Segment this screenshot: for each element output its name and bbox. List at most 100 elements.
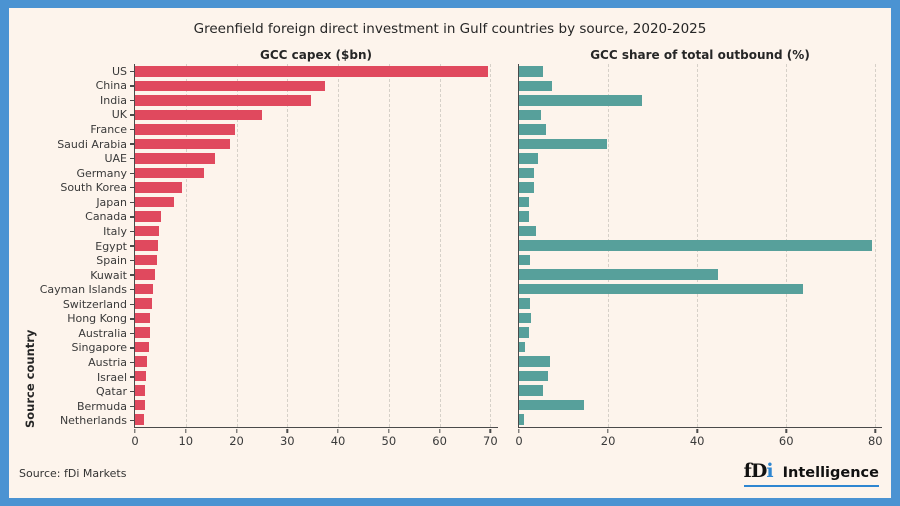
y-tick-mark	[130, 172, 134, 174]
bar-series	[135, 64, 498, 427]
bar-australia	[519, 327, 529, 338]
bar-series	[519, 64, 882, 427]
bar-singapore	[135, 341, 150, 353]
page-title: Greenfield foreign direct investment in …	[193, 21, 707, 37]
y-tick-mark	[130, 361, 134, 364]
x-tick-mark	[874, 429, 877, 433]
category-label: Israel	[37, 370, 134, 385]
bar-row	[135, 93, 498, 108]
bar-austria	[519, 356, 550, 367]
bar-japan	[135, 196, 175, 208]
gridline	[439, 64, 441, 427]
x-tick-label: 40	[330, 434, 346, 448]
bar-row	[519, 369, 882, 384]
y-tick-mark	[130, 70, 134, 72]
bar-uk	[519, 109, 541, 121]
x-tick-label: 40	[689, 434, 705, 448]
category-label: UAE	[37, 151, 134, 166]
bar-row	[135, 383, 498, 398]
category-label: South Korea	[37, 181, 134, 196]
y-axis-label: Source country	[23, 329, 37, 428]
right-chart-title: GCC share of total outbound (%)	[590, 48, 810, 62]
y-tick-mark	[130, 259, 134, 262]
category-label: US	[37, 64, 134, 79]
bar-row	[135, 79, 498, 94]
y-tick-mark	[130, 303, 134, 305]
bar-row	[135, 209, 498, 224]
bar-india	[135, 95, 312, 106]
category-label: Kuwait	[37, 268, 134, 283]
bar-row	[519, 238, 882, 253]
source-note: Source: fDi Markets	[19, 467, 127, 480]
y-tick-mark	[130, 390, 134, 393]
bar-row	[135, 122, 498, 137]
bar-row	[135, 253, 498, 268]
category-label: China	[37, 79, 134, 94]
bar-row	[519, 282, 882, 297]
category-label: Switzerland	[37, 297, 134, 312]
category-label: Saudi Arabia	[37, 137, 134, 152]
bar-row	[519, 79, 882, 94]
category-label: UK	[37, 108, 134, 123]
bar-spain	[135, 254, 158, 266]
bar-qatar	[135, 385, 146, 396]
category-label: Italy	[37, 224, 134, 239]
y-tick-mark	[130, 187, 134, 189]
capex-bar-chart: 0 10 20 30 40 50 60 70	[131, 64, 498, 448]
bar-row	[519, 311, 882, 326]
bar-row	[519, 93, 882, 108]
bar-row	[519, 354, 882, 369]
category-label: Bermuda	[37, 399, 134, 414]
category-label: Netherlands	[37, 414, 134, 429]
x-tick-mark	[607, 429, 609, 433]
x-tick-mark	[185, 429, 187, 433]
x-tick-mark	[337, 429, 339, 433]
x-tick-label: 60	[432, 434, 447, 448]
gridline	[490, 64, 492, 427]
category-label: Germany	[37, 166, 134, 181]
y-tick-mark	[130, 318, 134, 320]
fdi-intelligence-logo: fDi Intelligence	[743, 460, 879, 487]
x-tick-mark	[235, 429, 238, 433]
bar-italy	[135, 225, 160, 237]
bar-saudi-arabia	[519, 138, 607, 150]
y-tick-mark	[130, 143, 134, 145]
gridline	[338, 64, 340, 427]
bar-row	[135, 108, 498, 123]
x-tick-label: 60	[778, 434, 794, 448]
bar-row	[135, 398, 498, 413]
bar-japan	[519, 196, 530, 208]
bar-singapore	[519, 341, 525, 353]
bar-hong-kong	[519, 312, 532, 324]
bar-kuwait	[519, 269, 718, 280]
bar-israel	[135, 370, 146, 382]
bar-cayman-islands	[519, 283, 803, 295]
gridlines	[135, 64, 498, 427]
category-label: Australia	[37, 326, 134, 341]
bar-row	[519, 296, 882, 311]
gridline	[185, 64, 187, 427]
x-axis: 0 20 40 60 80	[515, 428, 883, 448]
bar-row	[519, 267, 882, 282]
x-tick-label: 20	[229, 434, 244, 448]
category-label: France	[37, 122, 134, 137]
bar-china	[135, 80, 325, 92]
bar-row	[519, 398, 882, 413]
x-tick-mark	[785, 429, 787, 433]
y-tick-mark	[130, 99, 134, 102]
x-tick-mark	[438, 429, 441, 433]
bar-row	[519, 383, 882, 398]
bar-us	[135, 66, 488, 77]
y-tick-mark	[130, 289, 134, 291]
bar-uk	[135, 109, 263, 121]
category-label: Canada	[37, 210, 134, 225]
bar-france	[519, 124, 546, 135]
category-label: Spain	[37, 253, 134, 268]
bar-row	[135, 137, 498, 152]
bar-row	[519, 253, 882, 268]
bar-canada	[519, 211, 530, 222]
y-tick-mark	[130, 157, 134, 160]
bar-italy	[519, 225, 536, 237]
bar-row	[519, 151, 882, 166]
bar-france	[135, 124, 235, 135]
